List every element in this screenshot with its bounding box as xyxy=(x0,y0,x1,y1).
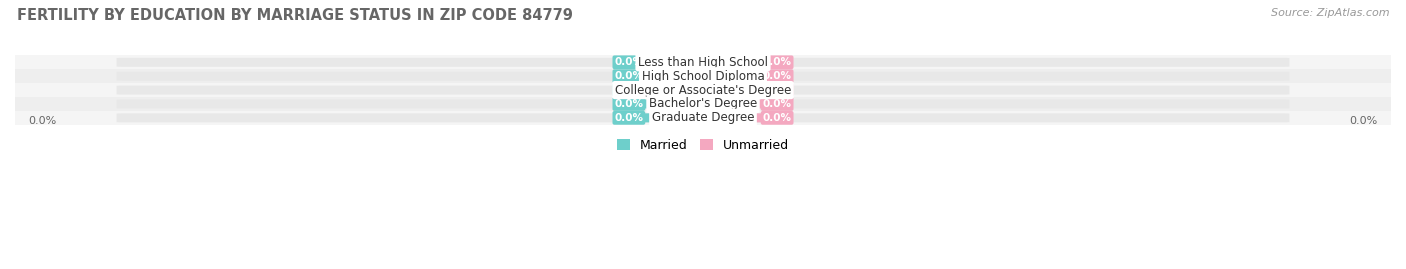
Text: 0.0%: 0.0% xyxy=(762,99,792,109)
Text: College or Associate's Degree: College or Associate's Degree xyxy=(614,84,792,97)
Bar xyxy=(15,97,1391,111)
FancyBboxPatch shape xyxy=(693,100,772,108)
Text: Source: ZipAtlas.com: Source: ZipAtlas.com xyxy=(1271,8,1389,18)
FancyBboxPatch shape xyxy=(634,100,713,108)
Text: 0.0%: 0.0% xyxy=(28,115,56,126)
FancyBboxPatch shape xyxy=(117,113,1289,122)
Text: Less than High School: Less than High School xyxy=(638,56,768,69)
FancyBboxPatch shape xyxy=(693,72,772,81)
Bar xyxy=(15,69,1391,83)
FancyBboxPatch shape xyxy=(117,58,1289,67)
Text: 0.0%: 0.0% xyxy=(762,57,792,67)
Text: 0.0%: 0.0% xyxy=(1350,115,1378,126)
Text: Graduate Degree: Graduate Degree xyxy=(652,111,754,124)
FancyBboxPatch shape xyxy=(117,100,1289,108)
Text: 0.0%: 0.0% xyxy=(762,71,792,81)
Text: Bachelor's Degree: Bachelor's Degree xyxy=(650,97,756,111)
Text: High School Diploma: High School Diploma xyxy=(641,70,765,83)
Legend: Married, Unmarried: Married, Unmarried xyxy=(612,134,794,157)
Text: 0.0%: 0.0% xyxy=(614,57,644,67)
Text: 0.0%: 0.0% xyxy=(762,85,792,95)
Text: 0.0%: 0.0% xyxy=(614,71,644,81)
Bar xyxy=(15,111,1391,125)
FancyBboxPatch shape xyxy=(693,58,772,67)
Bar xyxy=(15,83,1391,97)
FancyBboxPatch shape xyxy=(117,86,1289,95)
Text: 0.0%: 0.0% xyxy=(762,113,792,123)
FancyBboxPatch shape xyxy=(634,86,713,95)
FancyBboxPatch shape xyxy=(634,58,713,67)
Text: 0.0%: 0.0% xyxy=(614,85,644,95)
FancyBboxPatch shape xyxy=(693,86,772,95)
FancyBboxPatch shape xyxy=(634,72,713,81)
Text: FERTILITY BY EDUCATION BY MARRIAGE STATUS IN ZIP CODE 84779: FERTILITY BY EDUCATION BY MARRIAGE STATU… xyxy=(17,8,572,23)
Text: 0.0%: 0.0% xyxy=(614,113,644,123)
FancyBboxPatch shape xyxy=(693,113,772,122)
FancyBboxPatch shape xyxy=(117,72,1289,81)
Text: 0.0%: 0.0% xyxy=(614,99,644,109)
Bar xyxy=(15,55,1391,69)
FancyBboxPatch shape xyxy=(634,113,713,122)
